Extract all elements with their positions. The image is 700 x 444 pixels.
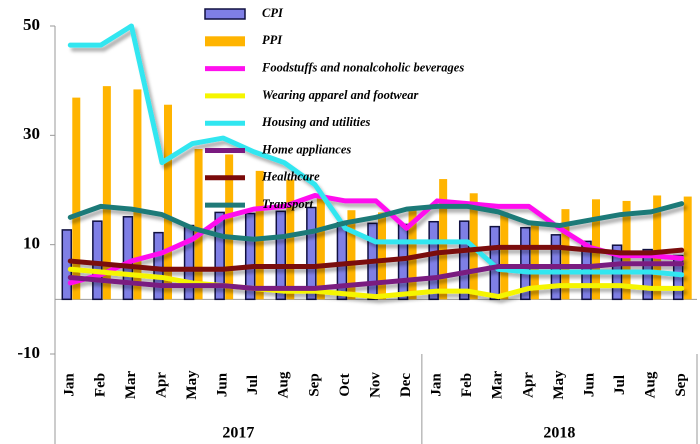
x-tick-label: Aug [276, 371, 292, 398]
legend-swatch [204, 8, 246, 20]
bar [306, 206, 317, 301]
line-series [67, 192, 685, 286]
bar [378, 212, 386, 300]
bar [194, 149, 203, 300]
x-tick-label: Feb [92, 373, 108, 397]
legend-label: Home appliances [261, 142, 351, 156]
bar [286, 179, 295, 300]
bar [61, 229, 73, 301]
x-tick-label: May [184, 370, 200, 400]
x-tick-label: Mar [123, 371, 139, 400]
x-tick-label: Mar [490, 371, 506, 400]
bar [225, 154, 234, 300]
lines [67, 23, 685, 300]
bar [561, 209, 570, 300]
y-tick-label: 50 [23, 15, 40, 34]
bar [133, 89, 142, 300]
line-series [67, 261, 685, 291]
x-tick-label: Jan [62, 373, 78, 397]
x-tick-label: Jul [612, 375, 628, 395]
bar [164, 104, 172, 300]
bar [72, 97, 81, 300]
bar [244, 212, 256, 301]
legend-label: PPI [262, 33, 283, 47]
bar [92, 220, 103, 301]
legend-label: Foodstuffs and nonalcoholic beverages [261, 60, 464, 74]
legend-label: Wearing apparel and footwear [262, 88, 419, 102]
bar [408, 208, 417, 300]
x-tick-label: Jan [429, 373, 445, 397]
bar [683, 196, 692, 300]
bar [153, 231, 164, 301]
x-tick-label: Sep [306, 373, 322, 396]
legend-swatch [205, 36, 245, 47]
x-tick-label: Jun [215, 372, 231, 397]
year-label: 2018 [543, 425, 575, 442]
line-series [67, 244, 685, 272]
line-series [67, 23, 685, 278]
bar [347, 210, 356, 300]
bar [397, 223, 409, 301]
bar [439, 179, 448, 300]
bar [653, 195, 662, 300]
bar [102, 86, 111, 300]
bar [214, 211, 225, 301]
bar [500, 212, 509, 300]
bar [428, 220, 439, 301]
line-series [67, 266, 685, 300]
x-tick-label: Nov [367, 372, 383, 398]
x-tick-label: May [551, 370, 567, 400]
x-tick-label: Aug [643, 371, 659, 398]
x-tick-label: Apr [520, 372, 536, 398]
bar [275, 210, 287, 301]
bar [255, 170, 264, 300]
bar [458, 220, 470, 301]
x-tick-label: Oct [337, 373, 353, 396]
x-tick-label: Dec [398, 373, 414, 397]
y-tick-label: -10 [17, 343, 40, 362]
bar [316, 198, 325, 300]
legend-label: Transport [262, 197, 313, 211]
legend-label: CPI [262, 6, 284, 20]
bar [520, 226, 531, 301]
bar [122, 216, 134, 301]
x-tick-label: Apr [153, 372, 169, 398]
x-tick-label: Jul [245, 375, 261, 395]
y-tick-label: 10 [23, 234, 40, 253]
y-tick-label: 30 [23, 124, 40, 143]
line-series [67, 201, 685, 242]
bar [530, 223, 539, 300]
bar [622, 200, 631, 300]
x-tick-label: Jun [581, 372, 597, 397]
x-tick-label: Sep [673, 373, 689, 396]
x-tick-label: Feb [459, 373, 475, 397]
legend-label: Healthcare [261, 170, 320, 184]
year-label: 2017 [222, 425, 254, 442]
legend-label: Housing and utilities [261, 115, 371, 129]
